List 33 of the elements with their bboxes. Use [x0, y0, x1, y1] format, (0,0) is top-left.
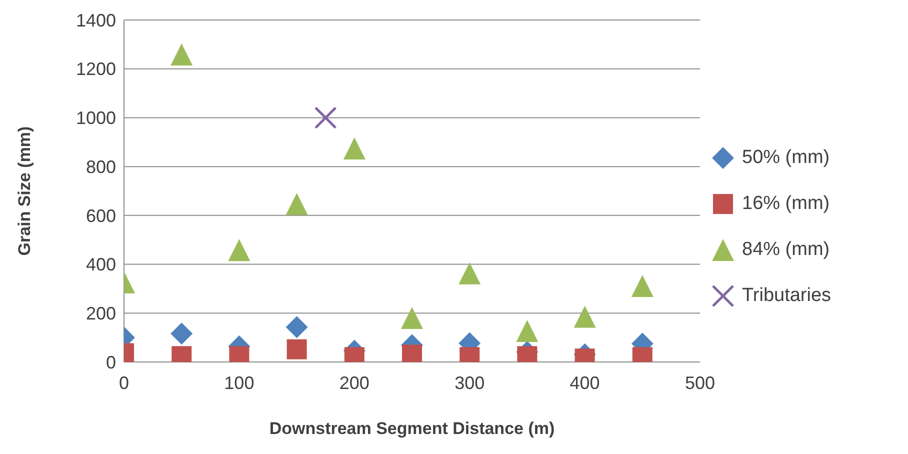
legend-label: 50% (mm) — [742, 147, 830, 169]
point — [631, 275, 654, 298]
legend-label: 16% (mm) — [742, 193, 830, 215]
x-axis-title: Downstream Segment Distance (m) — [269, 419, 555, 438]
y-tick-label: 1200 — [76, 59, 116, 80]
x-tick-label: 400 — [570, 372, 600, 393]
point — [516, 320, 538, 342]
point — [228, 239, 250, 262]
point — [343, 137, 366, 160]
point — [314, 106, 337, 129]
point — [458, 262, 481, 284]
x-tick-label: 500 — [684, 372, 716, 393]
x-tick-label: 200 — [339, 372, 370, 393]
y-tick-label: 400 — [86, 254, 116, 275]
y-tick-label: 200 — [86, 304, 116, 324]
y-tick-label: 800 — [86, 156, 116, 177]
point — [286, 192, 308, 215]
point — [286, 339, 307, 360]
point — [286, 316, 308, 338]
legend-label: Tributaries — [742, 285, 832, 307]
point — [170, 322, 193, 345]
y-tick-label: 0 — [106, 352, 116, 372]
point — [574, 306, 596, 328]
y-tick-label: 1000 — [76, 108, 116, 128]
point — [170, 43, 193, 66]
y-axis-title: Grain Size (mm) — [15, 126, 34, 256]
point — [401, 307, 423, 330]
y-tick-label: 600 — [86, 206, 116, 226]
y-tick-label: 1400 — [76, 10, 116, 30]
x-tick-label: 300 — [454, 372, 485, 393]
legend-label: 84% (mm) — [742, 239, 830, 261]
x-tick-label: 0 — [118, 372, 130, 393]
x-tick-label: 100 — [224, 372, 254, 393]
